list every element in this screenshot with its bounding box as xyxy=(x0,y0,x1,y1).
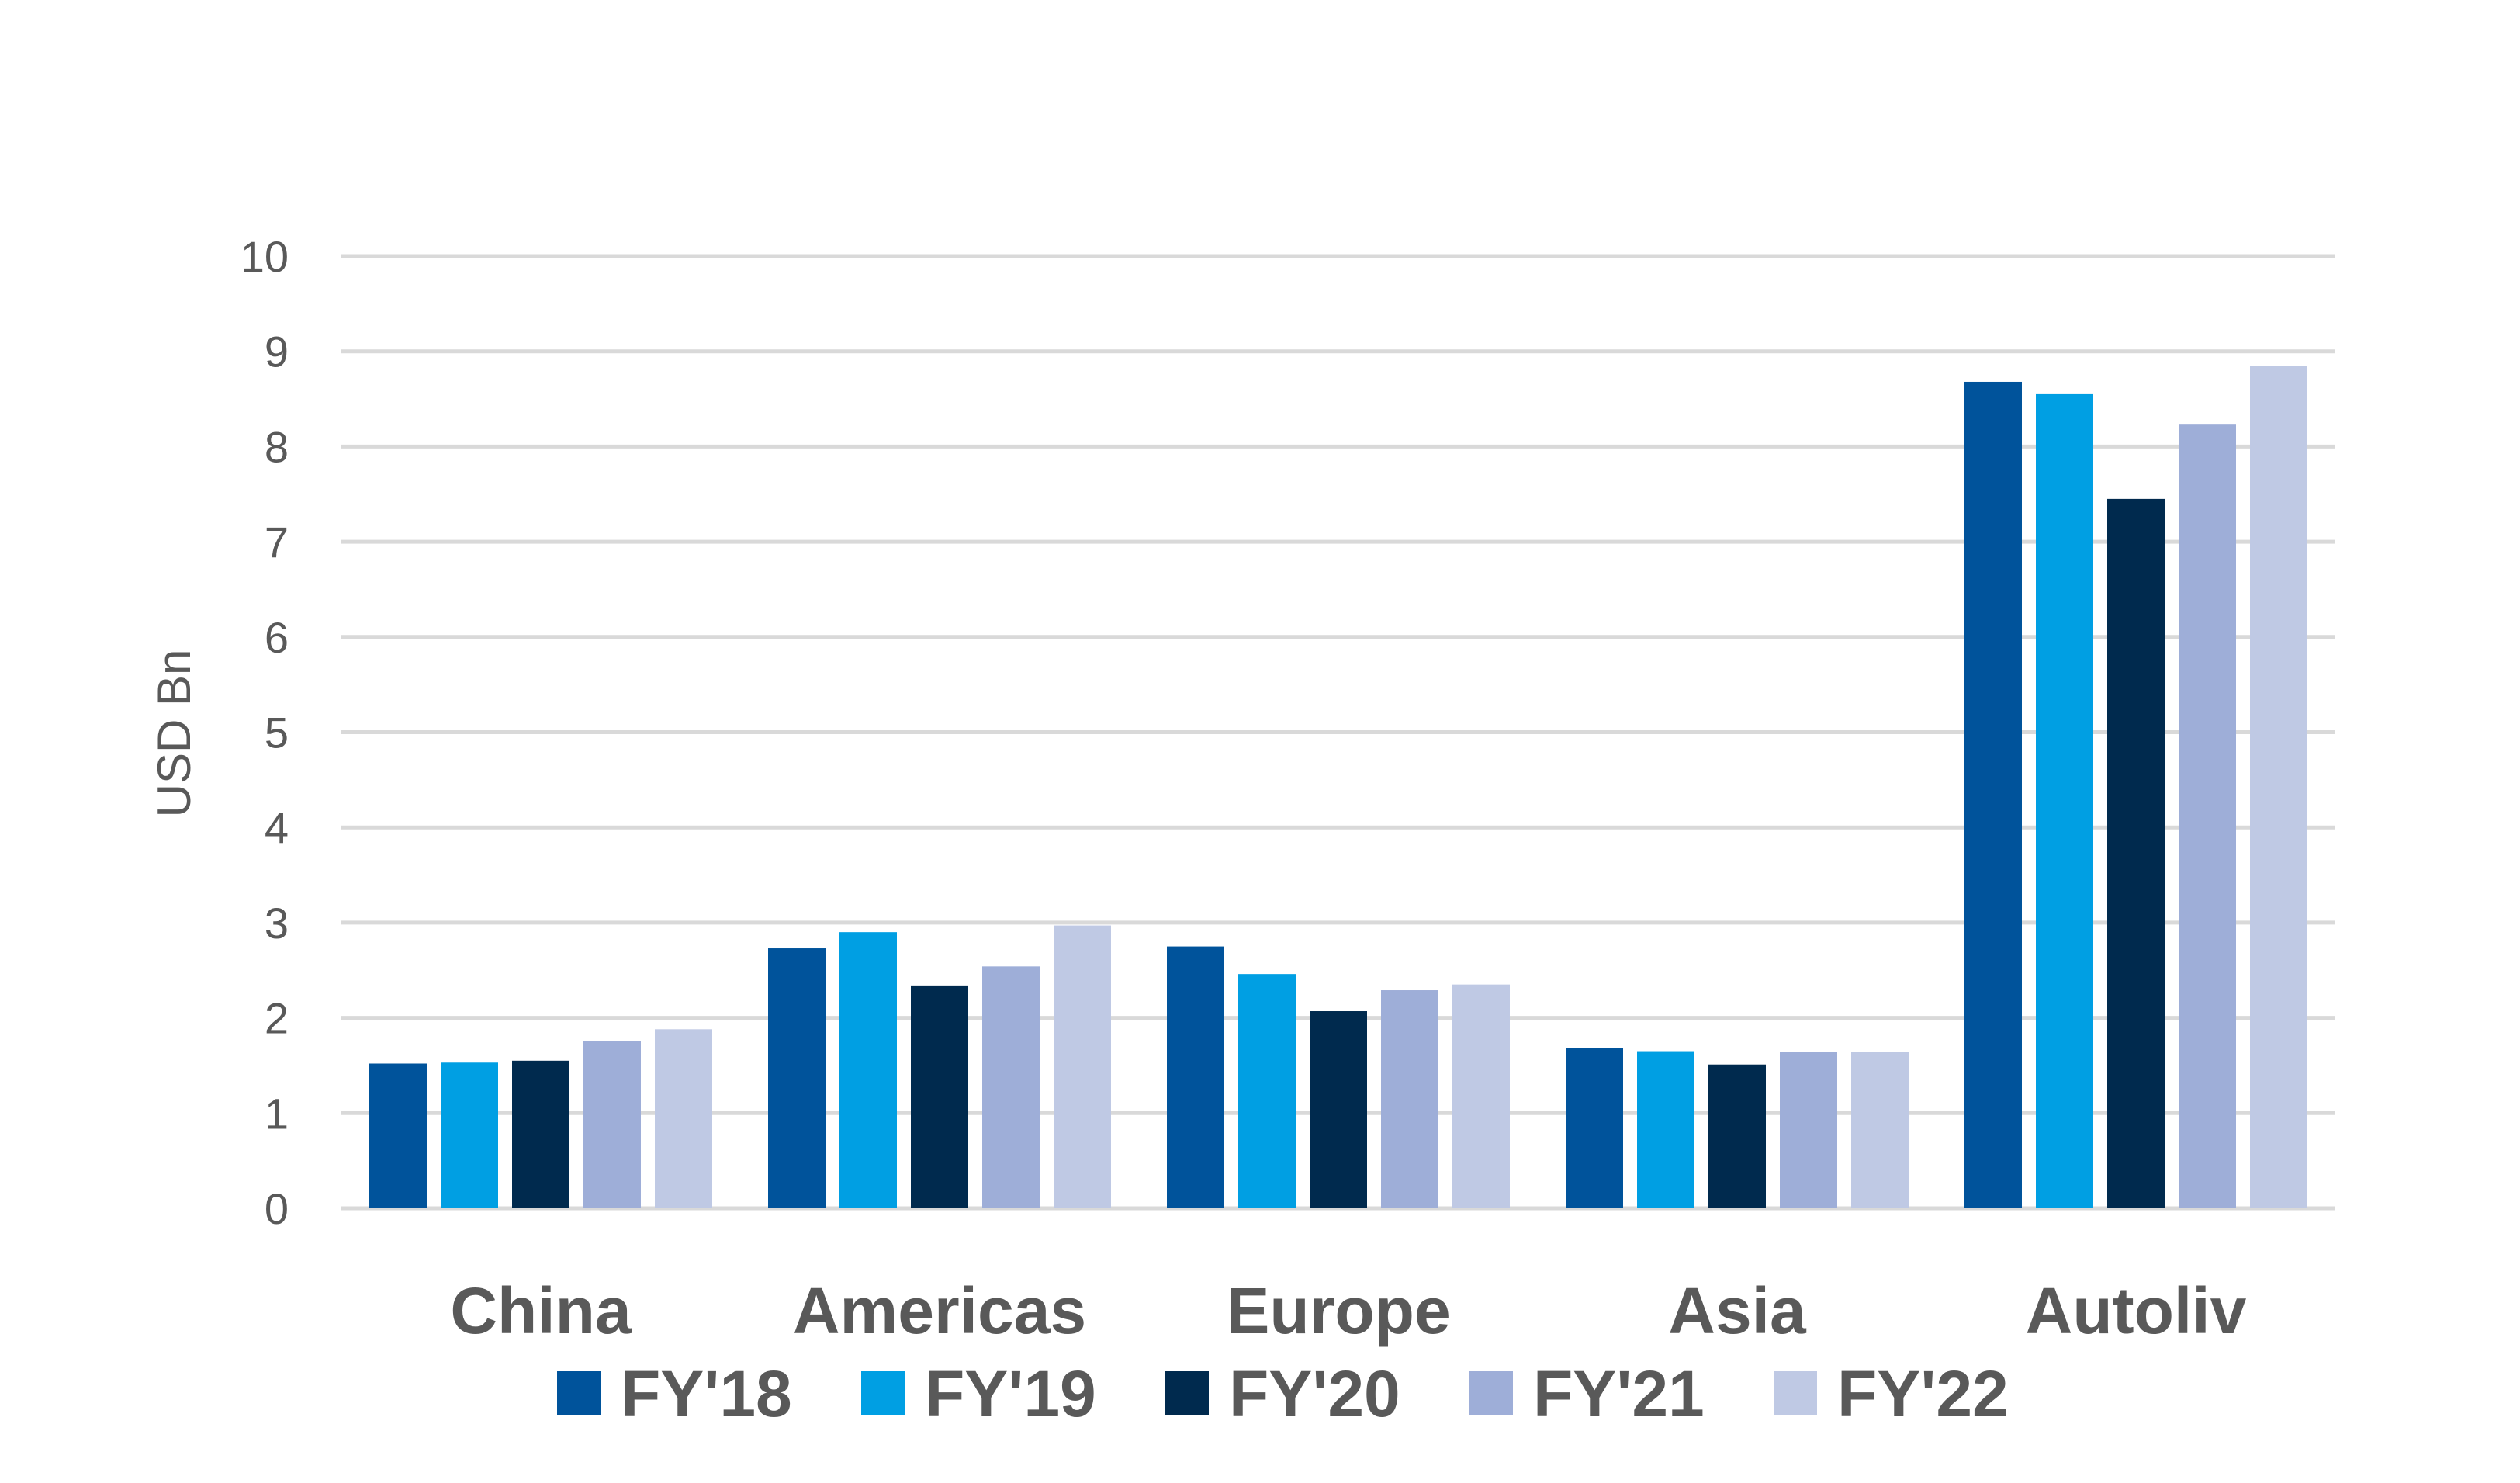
category-label: Asia xyxy=(1668,1274,1807,1347)
y-tick-label: 10 xyxy=(241,232,289,281)
category-labels: China Americas Europe Asia Autoliv xyxy=(450,1274,2246,1347)
legend-label: FY'19 xyxy=(925,1357,1096,1430)
y-tick-label: 2 xyxy=(265,994,289,1043)
y-tick-label: 4 xyxy=(265,803,289,852)
bar-autoliv-3 xyxy=(2107,498,2165,1208)
bar-china-5 xyxy=(655,1029,712,1208)
y-tick-label: 3 xyxy=(265,899,289,948)
bar-americas-5 xyxy=(1054,925,1111,1208)
bar-europe-4 xyxy=(1381,990,1438,1208)
legend-swatch xyxy=(1469,1371,1513,1415)
bar-china-3 xyxy=(512,1060,569,1208)
bar-asia-1 xyxy=(1566,1048,1623,1208)
bar-autoliv-1 xyxy=(1964,381,2022,1208)
bar-autoliv-4 xyxy=(2179,424,2236,1208)
y-axis-ticks: 0 1 2 3 4 5 6 7 8 9 10 xyxy=(241,232,289,1233)
y-axis-label: USD Bn xyxy=(148,650,200,818)
legend-label: FY'20 xyxy=(1229,1357,1400,1430)
category-label: Autoliv xyxy=(2026,1274,2247,1347)
bar-autoliv-5 xyxy=(2250,366,2307,1209)
y-tick-label: 1 xyxy=(265,1089,289,1138)
legend-label: FY'18 xyxy=(621,1357,792,1430)
y-tick-label: 8 xyxy=(265,422,289,471)
y-tick-label: 6 xyxy=(265,613,289,662)
bar-asia-2 xyxy=(1637,1051,1694,1208)
bar-europe-2 xyxy=(1238,974,1296,1208)
y-tick-label: 5 xyxy=(265,709,289,757)
legend: FY'18 FY'19 FY'20 FY'21 FY'22 xyxy=(557,1357,2009,1430)
legend-swatch xyxy=(1165,1371,1209,1415)
category-label: Americas xyxy=(793,1274,1086,1347)
bars xyxy=(369,366,2307,1209)
bar-china-4 xyxy=(583,1041,641,1208)
bar-asia-4 xyxy=(1780,1052,1837,1208)
legend-label: FY'21 xyxy=(1533,1357,1705,1430)
legend-label: FY'22 xyxy=(1837,1357,2009,1430)
bar-autoliv-2 xyxy=(2036,393,2093,1208)
bar-asia-3 xyxy=(1708,1064,1766,1208)
category-label: Europe xyxy=(1226,1274,1450,1347)
y-tick-label: 7 xyxy=(265,518,289,567)
y-tick-label: 0 xyxy=(265,1184,289,1233)
legend-swatch xyxy=(557,1371,601,1415)
y-tick-label: 9 xyxy=(265,327,289,376)
bar-europe-1 xyxy=(1167,946,1224,1208)
bar-china-2 xyxy=(441,1062,498,1208)
bar-americas-4 xyxy=(982,966,1040,1208)
bar-europe-5 xyxy=(1452,984,1510,1208)
bar-americas-3 xyxy=(911,985,968,1208)
legend-swatch xyxy=(861,1371,905,1415)
bar-europe-3 xyxy=(1310,1011,1367,1208)
bar-asia-5 xyxy=(1851,1052,1909,1208)
bar-americas-1 xyxy=(768,948,826,1208)
category-label: China xyxy=(450,1274,632,1347)
legend-swatch xyxy=(1774,1371,1817,1415)
bar-china-1 xyxy=(369,1063,427,1208)
bar-americas-2 xyxy=(839,932,897,1208)
